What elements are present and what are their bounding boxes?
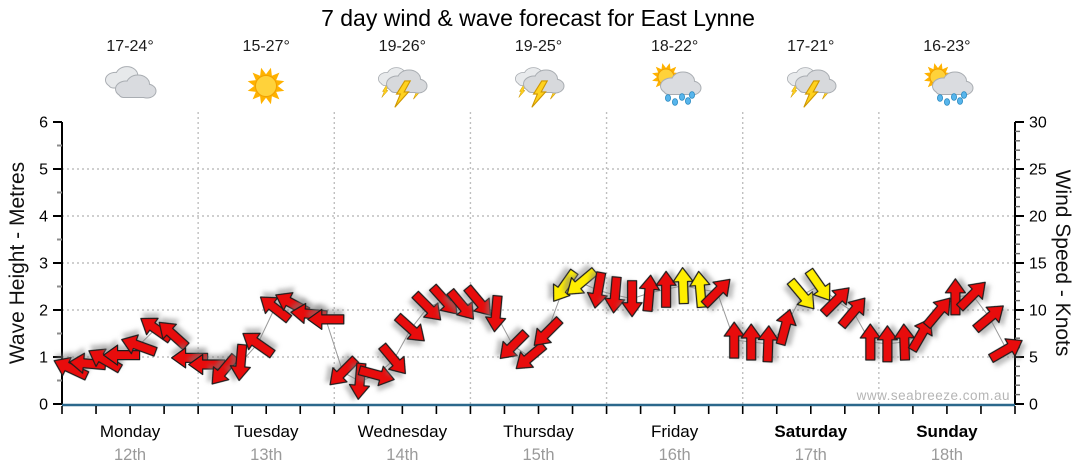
temp-label: 18-22° — [650, 38, 699, 55]
wind-arrow — [944, 278, 967, 316]
wind-arrow — [533, 316, 564, 346]
wind-arrow — [229, 343, 251, 382]
wind-arrow — [786, 277, 815, 310]
left-axis-tick: 1 — [39, 350, 48, 367]
date-label: 15th — [522, 446, 554, 464]
left-axis-tick: 4 — [39, 209, 48, 226]
wind-arrow — [378, 342, 406, 375]
left-axis-tick: 5 — [39, 162, 48, 179]
date-label: 18th — [931, 446, 963, 464]
wind-arrow — [907, 318, 933, 353]
wind-arrow — [307, 308, 345, 330]
wind-arrow — [700, 278, 731, 309]
wind-arrow — [53, 356, 90, 381]
wind-arrow — [804, 267, 831, 301]
date-label: 16th — [659, 446, 691, 464]
wind-arrow — [922, 297, 951, 330]
weather-icon-sun-rain — [651, 63, 702, 106]
day-label: Sunday — [916, 422, 978, 441]
right-axis-tick: 5 — [1029, 350, 1038, 367]
left-axis-tick: 0 — [39, 397, 48, 414]
wind-arrow — [621, 280, 643, 318]
weather-icon-storm — [514, 67, 564, 108]
wind-arrow — [242, 332, 276, 359]
wind-arrow — [837, 297, 866, 330]
wind-arrow — [566, 267, 599, 295]
wind-arrow — [972, 305, 1004, 334]
weather-icon-sun-rain — [924, 63, 974, 106]
wind-arrow — [446, 288, 475, 320]
left-axis-tick: 3 — [39, 256, 48, 273]
wind-arrow — [211, 352, 240, 385]
wind-arrow — [655, 270, 677, 308]
day-label: Tuesday — [234, 422, 299, 441]
wind-arrow — [463, 284, 492, 316]
date-label: 12th — [114, 446, 146, 464]
wind-arrow — [411, 290, 442, 321]
wind-arrow — [604, 276, 626, 314]
temp-label: 17-21° — [787, 38, 835, 55]
wind-arrow — [158, 321, 190, 351]
temp-label: 19-26° — [378, 38, 427, 55]
wind-arrow — [393, 312, 425, 342]
right-axis-tick: 15 — [1029, 256, 1047, 273]
weather-icon-storm — [378, 67, 428, 108]
wind-arrow — [988, 338, 1023, 363]
day-label: Monday — [100, 422, 161, 441]
weather-icon-storm — [786, 67, 837, 108]
temp-label: 16-23° — [923, 38, 971, 55]
right-axis-tick: 25 — [1029, 162, 1047, 179]
wind-arrow — [893, 323, 915, 361]
right-axis-tick: 30 — [1029, 115, 1047, 132]
weather-icon-sunny — [247, 67, 285, 105]
wind-arrow — [757, 325, 779, 363]
chart-title: 7 day wind & wave forecast for East Lynn… — [321, 5, 755, 31]
watermark: www.seabreeze.com.au — [856, 388, 1010, 403]
day-label: Saturday — [774, 422, 847, 441]
weather-icon-cloudy — [105, 66, 157, 99]
right-axis-tick: 0 — [1029, 397, 1038, 414]
left-axis-tick: 6 — [39, 115, 48, 132]
wind-arrow — [329, 355, 360, 386]
wind-arrow — [819, 287, 850, 318]
wind-arrow — [586, 271, 608, 309]
wind-arrow — [723, 321, 745, 359]
wind-arrow — [740, 323, 762, 361]
date-label: 14th — [386, 446, 418, 464]
day-label: Wednesday — [358, 422, 448, 441]
date-label: 17th — [795, 446, 827, 464]
left-axis-tick: 2 — [39, 303, 48, 320]
wind-arrow — [775, 308, 797, 347]
wind-arrow — [955, 281, 986, 312]
wind-arrow — [88, 348, 123, 374]
wind-arrow — [515, 341, 548, 370]
right-axis-tick: 20 — [1029, 209, 1047, 226]
wind-arrow — [499, 329, 530, 360]
wind-arrow — [121, 334, 158, 357]
wind-arrow — [102, 344, 141, 366]
wind-arrow — [171, 347, 209, 369]
wind-arrow — [357, 365, 395, 387]
wind-arrow — [638, 274, 661, 313]
day-label: Thursday — [503, 422, 574, 441]
temp-label: 17-24° — [106, 38, 154, 55]
day-label: Friday — [651, 422, 699, 441]
temp-label: 19-25° — [514, 38, 563, 55]
temp-label: 15-27° — [242, 38, 290, 55]
right-axis-tick: 10 — [1029, 303, 1047, 320]
wind-arrow — [485, 294, 507, 333]
date-label: 13th — [250, 446, 282, 464]
wind-arrow — [876, 325, 899, 363]
